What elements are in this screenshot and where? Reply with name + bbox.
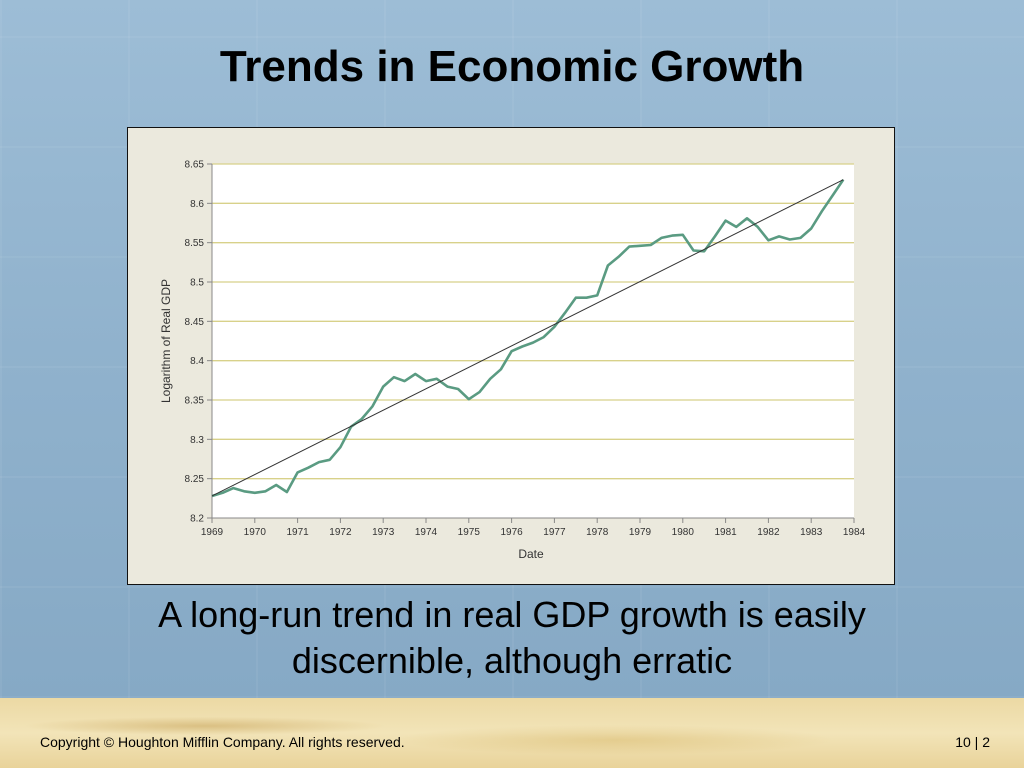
x-tick-label: 1983 xyxy=(800,527,823,538)
y-tick-label: 8.5 xyxy=(190,278,204,289)
caption-line-1: A long-run trend in real GDP growth is e… xyxy=(158,594,866,635)
footer-band: Copyright © Houghton Mifflin Company. Al… xyxy=(0,698,1024,768)
y-axis-label: Logarithm of Real GDP xyxy=(159,279,173,403)
x-tick-labels: 1969 1970 1971 1972 1973 1974 1975 1976 1977 1978… xyxy=(201,518,866,538)
gdp-series-line xyxy=(211,178,845,498)
y-tick-label: 8.6 xyxy=(190,199,204,210)
slide-title: Trends in Economic Growth xyxy=(219,42,805,91)
y-tick-label: 8.65 xyxy=(185,160,205,171)
copyright-text: Copyright © Houghton Mifflin Company. Al… xyxy=(40,734,405,750)
slide-caption: A long-run trend in real GDP growth is e… xyxy=(40,592,984,684)
x-tick-label: 1977 xyxy=(543,527,566,538)
x-tick-label: 1972 xyxy=(329,527,352,538)
x-tick-label: 1974 xyxy=(415,527,438,538)
x-tick-label: 1981 xyxy=(714,527,737,538)
caption-line-2: discernible, although erratic xyxy=(291,640,733,681)
x-tick-label: 1969 xyxy=(201,527,224,538)
plot-area xyxy=(212,164,854,518)
x-tick-label: 1973 xyxy=(372,527,395,538)
x-tick-label: 1971 xyxy=(286,527,309,538)
series-group xyxy=(211,178,845,498)
gridlines xyxy=(212,163,854,480)
x-tick-label: 1978 xyxy=(586,527,609,538)
y-tick-label: 8.55 xyxy=(185,238,205,249)
y-tick-label: 8.45 xyxy=(185,317,205,328)
y-tick-label: 8.3 xyxy=(190,435,204,446)
page-number: 10 | 2 xyxy=(955,734,990,750)
x-axis-label: Date xyxy=(518,547,544,561)
y-tick-labels: 8.2 8.25 8.3 8.35 8.4 8.45 8.5 8.55 8.6 8.65 xyxy=(185,160,212,525)
x-tick-label: 1976 xyxy=(500,527,523,538)
chart-frame: 8.2 8.25 8.3 8.35 8.4 8.45 8.5 8.55 8.6 8.65 1969… xyxy=(127,127,895,585)
y-tick-label: 8.35 xyxy=(185,396,205,407)
gdp-line-chart: 8.2 8.25 8.3 8.35 8.4 8.45 8.5 8.55 8.6 8.65 1969… xyxy=(159,160,866,562)
y-tick-label: 8.4 xyxy=(190,356,204,367)
x-tick-label: 1980 xyxy=(672,527,695,538)
x-tick-label: 1984 xyxy=(843,527,866,538)
x-tick-label: 1982 xyxy=(757,527,780,538)
x-tick-label: 1970 xyxy=(244,527,267,538)
y-tick-label: 8.2 xyxy=(190,514,204,525)
x-tick-label: 1979 xyxy=(629,527,652,538)
y-tick-label: 8.25 xyxy=(185,474,205,485)
trend-line xyxy=(211,179,844,497)
x-tick-label: 1975 xyxy=(458,527,481,538)
